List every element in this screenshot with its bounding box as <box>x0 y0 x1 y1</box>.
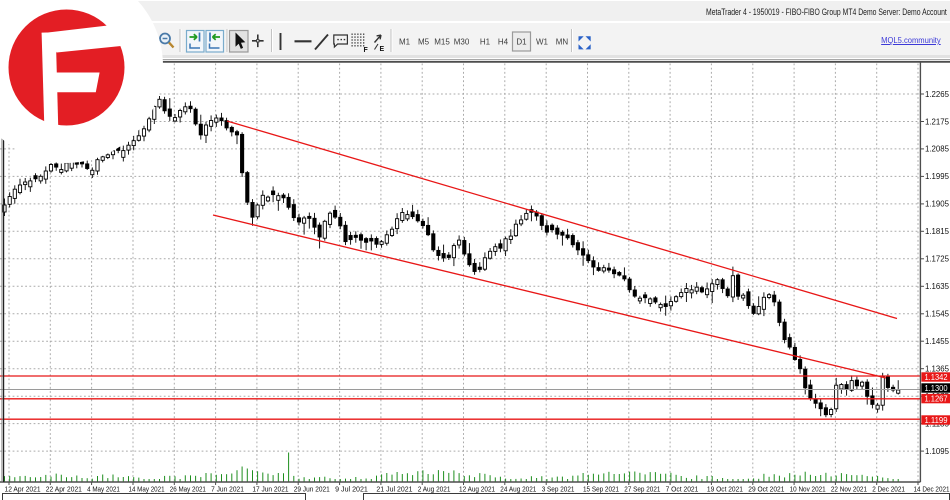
svg-text:12 Apr 2021: 12 Apr 2021 <box>5 485 41 494</box>
svg-text:10 Nov 2021: 10 Nov 2021 <box>790 485 826 494</box>
svg-text:MN: MN <box>556 37 569 46</box>
svg-text:M30: M30 <box>454 37 470 46</box>
svg-text:1.2085: 1.2085 <box>925 145 950 154</box>
svg-text:19 Oct 2021: 19 Oct 2021 <box>707 485 743 494</box>
svg-text:D1: D1 <box>516 37 527 46</box>
svg-text:29 Oct 2021: 29 Oct 2021 <box>748 485 784 494</box>
svg-text:22 Nov 2021: 22 Nov 2021 <box>831 485 867 494</box>
svg-text:14 Dec 2021: 14 Dec 2021 <box>914 485 950 494</box>
svg-text:1.1300: 1.1300 <box>925 384 949 393</box>
svg-text:M15: M15 <box>434 37 450 46</box>
svg-text:1.1995: 1.1995 <box>925 172 950 181</box>
svg-text:26 May 2021: 26 May 2021 <box>170 485 206 494</box>
svg-text:29 Jun 2021: 29 Jun 2021 <box>294 485 330 494</box>
svg-text:1.1635: 1.1635 <box>925 282 950 291</box>
svg-text:3 Sep 2021: 3 Sep 2021 <box>542 485 575 494</box>
svg-text:2 Aug 2021: 2 Aug 2021 <box>418 485 451 494</box>
svg-text:1.2175: 1.2175 <box>925 117 950 126</box>
svg-text:1.1815: 1.1815 <box>925 227 950 236</box>
svg-text:15 Sep 2021: 15 Sep 2021 <box>583 485 619 494</box>
svg-text:12 Aug 2021: 12 Aug 2021 <box>459 485 495 494</box>
svg-text:1.1267: 1.1267 <box>925 395 949 404</box>
svg-text:24 Aug 2021: 24 Aug 2021 <box>500 485 536 494</box>
svg-text:1.1725: 1.1725 <box>925 255 950 264</box>
svg-text:7 Oct 2021: 7 Oct 2021 <box>666 485 699 494</box>
svg-text:22 Apr 2021: 22 Apr 2021 <box>46 485 82 494</box>
svg-text:E: E <box>380 46 385 53</box>
svg-text:H4: H4 <box>498 37 509 46</box>
svg-text:M1: M1 <box>399 37 411 46</box>
svg-text:F: F <box>364 47 369 54</box>
svg-text:1.2265: 1.2265 <box>925 90 950 99</box>
svg-text:7 Jun 2021: 7 Jun 2021 <box>211 485 244 494</box>
svg-text:M5: M5 <box>418 37 430 46</box>
svg-text:H1: H1 <box>480 37 491 46</box>
svg-text:1.1342: 1.1342 <box>925 373 949 382</box>
svg-text:1.1199: 1.1199 <box>925 416 949 425</box>
svg-text:17 Jun 2021: 17 Jun 2021 <box>252 485 288 494</box>
svg-text:9 Jul 2021: 9 Jul 2021 <box>335 485 368 494</box>
svg-text:4 May 2021: 4 May 2021 <box>87 485 120 494</box>
svg-text:W1: W1 <box>536 37 549 46</box>
svg-text:14 May 2021: 14 May 2021 <box>129 485 165 494</box>
svg-text:27 Sep 2021: 27 Sep 2021 <box>624 485 660 494</box>
svg-text:2 Dec 2021: 2 Dec 2021 <box>872 485 905 494</box>
svg-text:21 Jul 2021: 21 Jul 2021 <box>376 485 412 494</box>
svg-text:1.1455: 1.1455 <box>925 337 950 346</box>
svg-text:1.1365: 1.1365 <box>925 365 950 374</box>
svg-text:1.1545: 1.1545 <box>925 310 950 319</box>
svg-text:1.1905: 1.1905 <box>925 200 950 209</box>
svg-text:1.1095: 1.1095 <box>925 447 950 456</box>
